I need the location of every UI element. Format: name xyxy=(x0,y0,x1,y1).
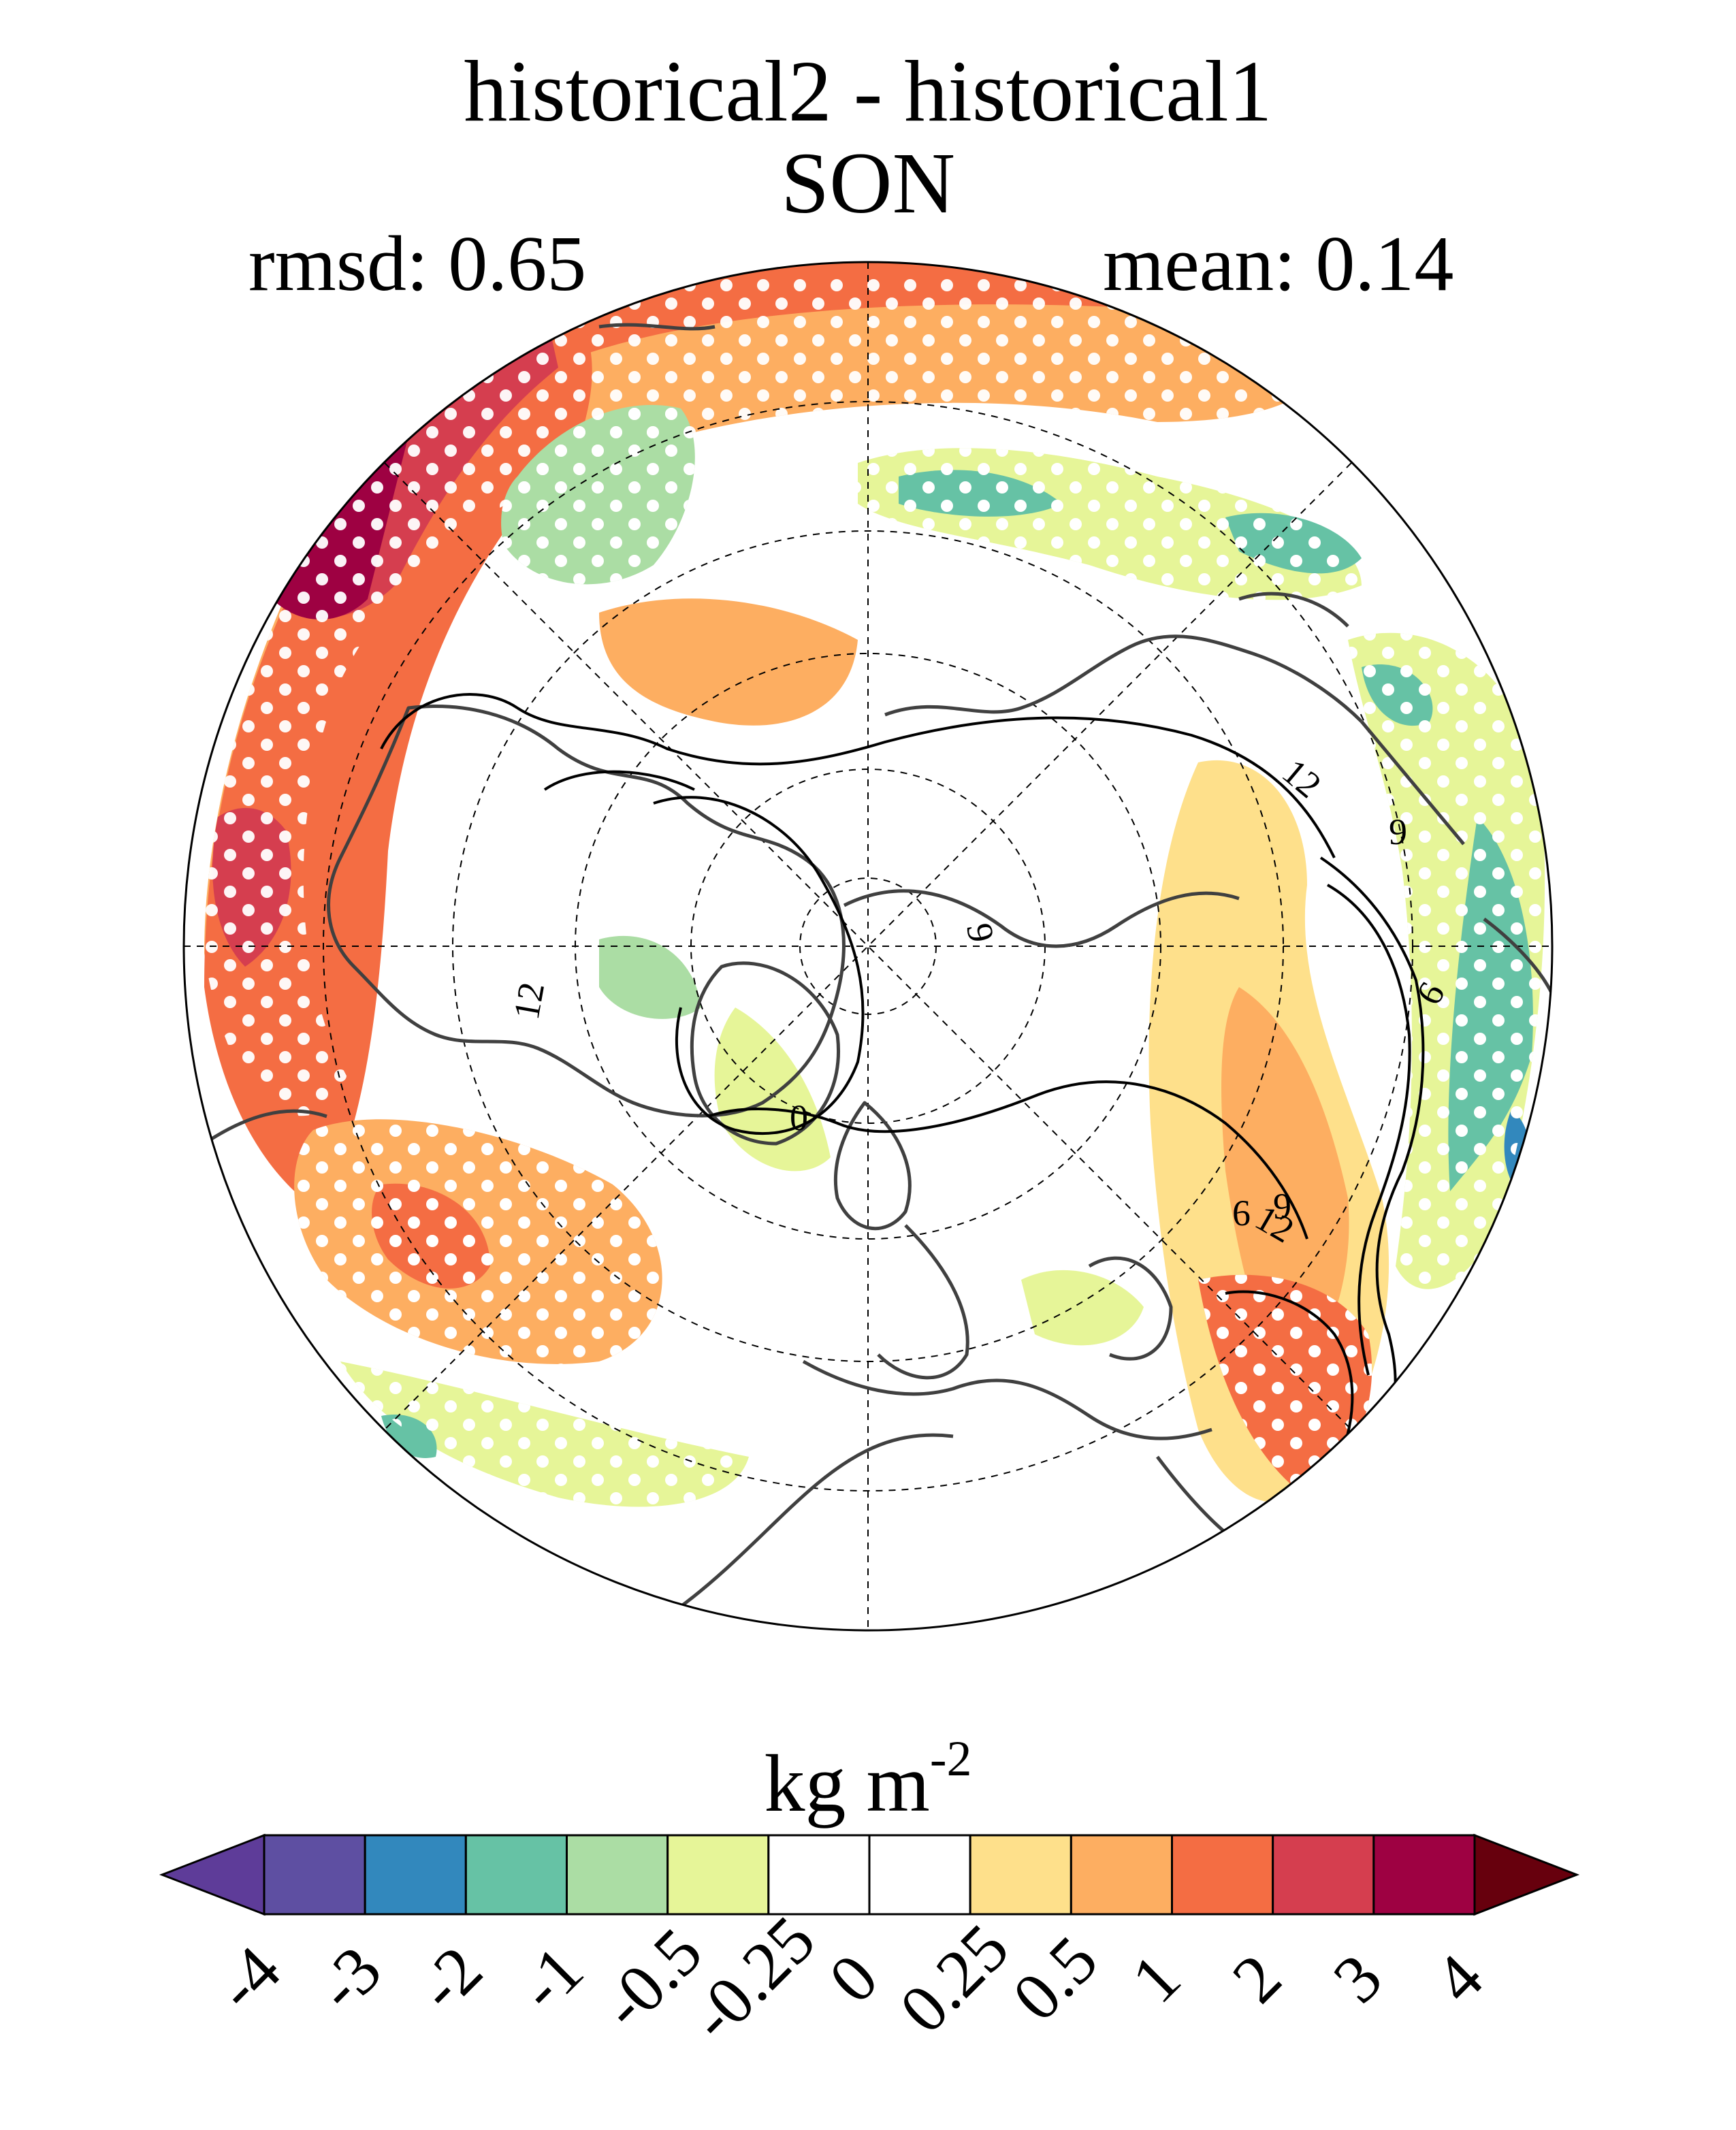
figure-title: historical2 - historical1 xyxy=(464,43,1272,140)
colorbar-tick-label: 4 xyxy=(1419,1939,1497,2017)
contour-label: 9 xyxy=(1389,811,1407,852)
colorbar-box xyxy=(1272,1834,1375,1916)
contour-label: 0 xyxy=(790,1097,808,1138)
contour-label: 6 xyxy=(1232,1193,1251,1233)
colorbar-tick-label: -0.25 xyxy=(675,1901,829,2055)
season-label: SON xyxy=(780,135,956,231)
unit-exponent: -2 xyxy=(930,1731,972,1787)
coastlines xyxy=(203,323,1552,1608)
unit-text: kg m xyxy=(765,1738,930,1828)
colorbar-box xyxy=(1070,1834,1174,1916)
map-boundary xyxy=(182,261,1554,1632)
contour-label: 9 xyxy=(1273,1186,1291,1227)
colorbar-tick-label: 2 xyxy=(1218,1939,1296,2017)
colorbar-tick-label: 0.5 xyxy=(998,1922,1112,2035)
colorbar-tick-label: -3 xyxy=(302,1932,396,2025)
colorbar-box xyxy=(364,1834,467,1916)
colorbar-box xyxy=(969,1834,1072,1916)
colorbar-tick-label: -4 xyxy=(202,1932,295,2025)
contour-label: 12 xyxy=(506,979,552,1022)
graticule xyxy=(184,262,1552,1630)
rmsd-label: rmsd: 0.65 xyxy=(248,221,587,308)
mean-label: mean: 0.14 xyxy=(1103,221,1454,308)
colorbar-under-triangle xyxy=(159,1833,266,1916)
colorbar-box xyxy=(263,1834,366,1916)
colorbar-box xyxy=(868,1834,971,1916)
climatology-contours xyxy=(380,693,1425,1471)
colorbar-tick-label: 1 xyxy=(1117,1939,1195,2017)
colorbar-box xyxy=(1171,1834,1274,1916)
colorbar-unit: kg m-2 xyxy=(765,1731,972,1828)
colorbar-tick-label: -2 xyxy=(403,1932,496,2025)
colorbar-tick-label: -1 xyxy=(504,1932,597,2025)
colorbar-tick-label: 3 xyxy=(1319,1939,1396,2017)
colorbar-box xyxy=(566,1834,669,1916)
colorbar-tick-label: 0 xyxy=(814,1939,892,2017)
colorbar-box xyxy=(1372,1834,1476,1916)
colorbar-box xyxy=(464,1834,568,1916)
colorbar-boxes xyxy=(159,1833,1580,1916)
colorbar-box xyxy=(666,1834,770,1916)
colorbar-box xyxy=(767,1834,871,1916)
colorbar-over-triangle xyxy=(1473,1833,1580,1916)
